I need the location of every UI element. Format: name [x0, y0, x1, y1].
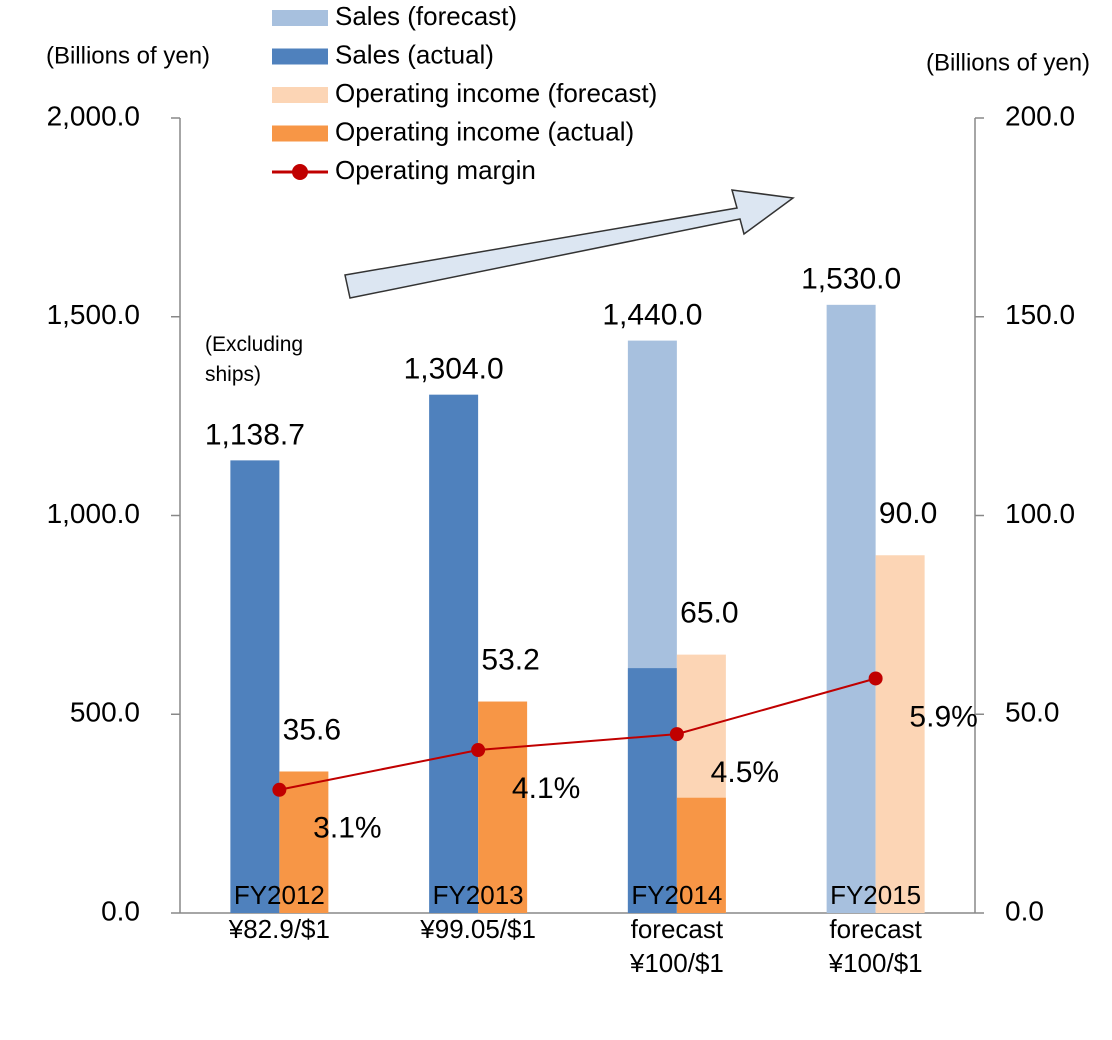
trend-arrow	[344, 189, 795, 299]
bar	[875, 555, 925, 913]
y-axis-label: (Billions of yen)	[46, 42, 210, 69]
legend-swatch	[272, 48, 328, 65]
marker	[272, 782, 287, 797]
legend-swatch	[292, 164, 308, 180]
y2-tick-label: 100.0	[1005, 498, 1075, 529]
y-tick-label: 1,000.0	[47, 498, 140, 529]
x-tick-label: FY2014 forecast ¥100/$1	[629, 880, 724, 978]
y2-axis-label: (Billions of yen)	[926, 49, 1090, 76]
legend-swatch	[272, 87, 328, 103]
data-label: 1,440.0	[602, 299, 702, 332]
legend-label: Operating margin	[335, 155, 536, 185]
bar	[627, 668, 677, 913]
legend-swatch	[272, 10, 328, 26]
legend-label: Sales (forecast)	[335, 1, 517, 31]
x-tick-label: FY2012 ¥82.9/$1	[228, 880, 330, 944]
data-label: 1,304.0	[404, 353, 504, 386]
data-label: 4.5%	[711, 756, 779, 789]
bar	[429, 394, 479, 913]
y-tick-label: 0.0	[101, 895, 140, 926]
y-tick-label: 1,500.0	[47, 299, 140, 330]
data-label: 53.2	[481, 643, 539, 676]
marker	[471, 743, 486, 758]
legend-swatch	[272, 125, 328, 142]
marker	[868, 671, 883, 686]
data-label: 35.6	[283, 713, 341, 746]
line	[279, 677, 876, 791]
marker	[669, 727, 684, 742]
data-label: 4.1%	[512, 772, 580, 805]
data-label: 5.9%	[909, 700, 977, 733]
data-label: 3.1%	[313, 812, 381, 845]
bar	[478, 701, 528, 913]
bar	[826, 304, 876, 913]
legend-label: Operating income (forecast)	[335, 78, 657, 108]
annotation: (Excluding ships)	[205, 333, 304, 386]
legend-label: Operating income (actual)	[335, 116, 634, 146]
y-tick-label: 500.0	[70, 697, 140, 728]
bar	[676, 797, 726, 913]
x-tick-label: FY2013 ¥99.05/$1	[420, 880, 536, 944]
y2-tick-label: 200.0	[1005, 100, 1075, 131]
y2-tick-label: 50.0	[1005, 697, 1060, 728]
y-tick-label: 2,000.0	[47, 100, 140, 131]
bar	[279, 771, 329, 913]
data-label: 1,138.7	[205, 418, 305, 451]
data-label: 65.0	[680, 597, 738, 630]
data-label: 90.0	[879, 497, 937, 530]
bar	[230, 460, 280, 913]
x-tick-label: FY2015 forecast ¥100/$1	[828, 880, 923, 978]
legend-label: Sales (actual)	[335, 39, 494, 69]
y2-tick-label: 0.0	[1005, 895, 1044, 926]
data-label: 1,530.0	[801, 263, 901, 296]
y2-tick-label: 150.0	[1005, 299, 1075, 330]
